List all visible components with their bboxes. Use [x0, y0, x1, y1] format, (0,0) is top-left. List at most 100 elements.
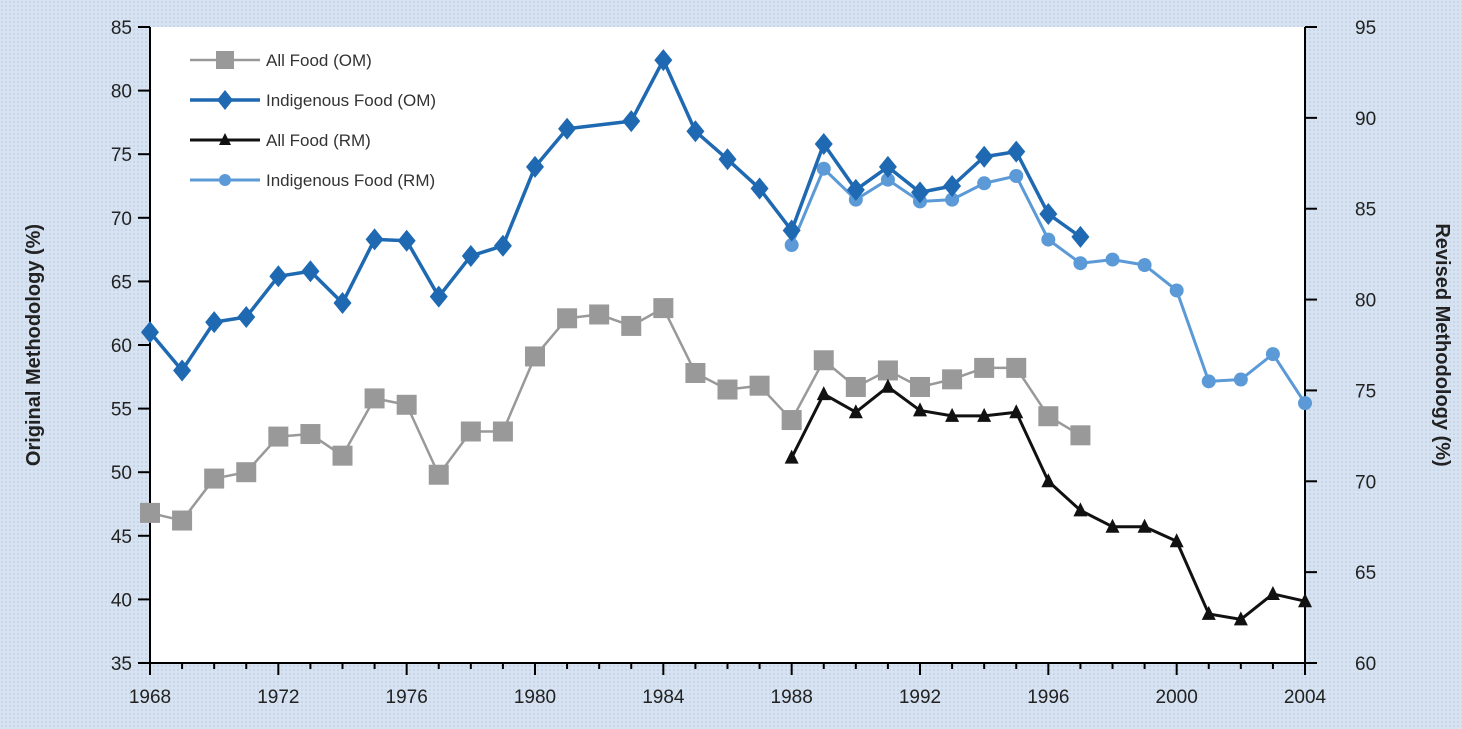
data-point	[846, 178, 865, 201]
data-point	[910, 376, 930, 397]
data-point	[172, 510, 193, 531]
data-point	[140, 502, 160, 523]
axes: 35 40 45 50 55 60 65 70 75 80 85 60 65 70 75 80 85 90 95 19…	[111, 18, 1376, 708]
data-point	[974, 357, 995, 378]
data-point	[718, 148, 737, 171]
data-point	[653, 298, 674, 319]
data-point	[977, 176, 992, 191]
data-point	[1105, 252, 1120, 267]
data-point	[816, 386, 831, 401]
data-point	[1265, 347, 1280, 362]
data-point	[1201, 374, 1216, 389]
y-left-tick-label: 65	[111, 272, 132, 293]
data-point	[1041, 232, 1056, 247]
data-point	[749, 375, 770, 396]
legend-entry: Indigenous Food (OM)	[190, 90, 436, 110]
data-point	[1233, 611, 1248, 626]
y-left-tick-label: 75	[111, 145, 132, 166]
data-point	[880, 378, 895, 393]
y-right-tick-label: 90	[1355, 109, 1376, 130]
x-tick-label: 1992	[899, 687, 941, 708]
legend-marker	[219, 174, 231, 186]
data-point	[397, 229, 416, 252]
legend-marker	[216, 51, 234, 69]
data-point	[1298, 396, 1312, 411]
y-right-tick-label: 80	[1355, 291, 1376, 312]
y-left-tick-label: 80	[111, 82, 132, 103]
data-point	[428, 464, 449, 485]
data-point	[1007, 140, 1026, 163]
y-left-tick-label: 35	[111, 654, 132, 675]
data-point	[945, 407, 960, 422]
data-point	[814, 133, 833, 156]
data-point	[558, 117, 577, 140]
data-point	[1039, 202, 1058, 225]
data-point	[1169, 283, 1184, 298]
data-point	[1073, 502, 1088, 517]
data-point	[782, 219, 801, 242]
series-layer	[140, 49, 1312, 626]
data-point	[1201, 605, 1216, 620]
data-point	[813, 350, 834, 371]
data-point	[333, 292, 352, 315]
data-point	[945, 192, 960, 207]
data-point	[975, 145, 994, 168]
data-point	[236, 462, 257, 483]
data-point	[557, 308, 578, 329]
y-right-tick-label: 75	[1355, 381, 1376, 402]
y-left-tick-label: 70	[111, 209, 132, 230]
data-point	[977, 407, 992, 422]
data-point	[589, 304, 610, 325]
data-point	[1071, 225, 1090, 248]
y-right-axis-title: Revised Methodology (%)	[1431, 223, 1453, 466]
y-left-tick-label: 55	[111, 400, 132, 421]
data-point	[911, 181, 929, 204]
data-point	[1041, 473, 1056, 488]
data-point	[204, 468, 225, 489]
data-point	[301, 260, 320, 283]
data-point	[460, 421, 481, 442]
y-left-tick-label: 85	[111, 18, 132, 39]
x-tick-label: 1976	[386, 687, 428, 708]
data-point	[717, 379, 738, 400]
data-point	[1169, 533, 1184, 548]
y-right-tick-label: 60	[1355, 654, 1376, 675]
data-point	[461, 244, 480, 267]
y-right-tick-label: 65	[1355, 563, 1376, 584]
x-tick-label: 2000	[1156, 687, 1198, 708]
data-point	[364, 388, 385, 409]
data-point	[429, 285, 448, 308]
y-right-tick-label: 85	[1355, 200, 1376, 221]
data-point	[268, 426, 289, 447]
x-tick-label: 1996	[1027, 687, 1069, 708]
y-right-tick-label: 70	[1355, 472, 1376, 493]
legend-entry: Indigenous Food (RM)	[190, 171, 435, 190]
data-point	[332, 445, 353, 466]
legend-entry: All Food (OM)	[190, 51, 372, 70]
data-point	[654, 49, 673, 72]
data-point	[621, 315, 642, 336]
data-point	[1009, 169, 1024, 184]
data-point	[173, 359, 192, 382]
data-point	[750, 177, 769, 200]
data-point	[493, 234, 512, 257]
data-point	[880, 172, 895, 187]
data-point	[878, 155, 897, 178]
legend-label: All Food (RM)	[266, 131, 371, 150]
data-point	[943, 175, 962, 197]
data-point	[525, 346, 545, 367]
data-point	[205, 311, 224, 334]
data-point	[365, 228, 384, 251]
legend-marker	[217, 90, 233, 110]
x-tick-label: 1980	[514, 687, 556, 708]
data-point	[141, 321, 159, 344]
series-1	[141, 49, 1090, 382]
data-point	[1070, 425, 1091, 446]
data-point	[913, 402, 927, 417]
data-point	[1073, 256, 1088, 271]
data-point	[622, 110, 641, 133]
series-0	[140, 298, 1091, 531]
data-point	[781, 410, 802, 431]
data-point	[1006, 357, 1027, 378]
data-point	[877, 360, 898, 381]
